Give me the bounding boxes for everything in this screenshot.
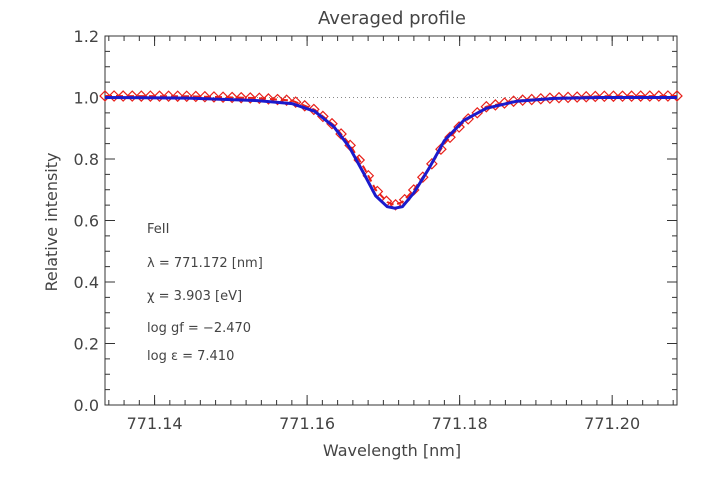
diamond-marker [507, 95, 520, 108]
diamond-marker [217, 91, 229, 104]
diamond-marker [444, 131, 456, 144]
diamond-marker [108, 90, 120, 102]
y-tick-label: 0.6 [74, 212, 99, 231]
diamond-marker [389, 198, 402, 211]
diamond-marker [562, 91, 574, 104]
y-axis-label: Relative intensity [42, 153, 61, 292]
diamond-marker [534, 92, 547, 105]
diamond-marker [289, 96, 302, 108]
diamond-marker [226, 91, 238, 104]
diamond-marker [571, 91, 583, 103]
diamond-marker [625, 90, 638, 102]
diamond-marker [652, 90, 665, 102]
diamond-marker [253, 92, 266, 105]
diamond-marker [235, 91, 248, 104]
diamond-markers [99, 90, 683, 211]
annotation-excitation: χ = 3.903 [eV] [147, 289, 242, 304]
diamond-marker [498, 97, 511, 109]
diamond-marker [307, 103, 320, 116]
series-layer [99, 90, 683, 211]
diamond-marker [489, 99, 502, 111]
diamond-marker [589, 90, 602, 103]
diamond-marker [607, 90, 620, 103]
diamond-marker [126, 90, 139, 102]
series-line-solid [104, 96, 677, 210]
diamond-marker [144, 90, 157, 102]
diamond-marker [280, 94, 293, 107]
annotation-element: FeII [147, 222, 169, 237]
diamond-marker [634, 90, 647, 102]
y-tick-label: 0.0 [74, 396, 99, 415]
diamond-marker [99, 90, 111, 102]
series-line-dashed [104, 95, 678, 207]
diamond-marker [426, 157, 438, 170]
diamond-marker [135, 90, 148, 102]
annotation-log-epsilon: log ε = 7.410 [147, 349, 234, 364]
diamond-marker [199, 90, 211, 103]
axis-tick-labels: 0.0 0.2 0.4 0.6 0.8 1.0 1.2 771.14 771.16 771.18 7… [74, 27, 641, 433]
y-tick-label: 0.4 [74, 273, 99, 292]
diamond-marker [435, 143, 447, 156]
diamond-marker [153, 90, 166, 103]
line-info-annotations: FeII λ = 771.172 [nm] χ = 3.903 [eV] log… [147, 222, 263, 364]
diamond-marker [171, 90, 184, 103]
diamond-marker [244, 92, 257, 104]
annotation-log-gf: log gf = −2.470 [147, 321, 251, 336]
diamond-marker [598, 90, 611, 103]
diamond-marker [180, 90, 193, 103]
diamond-marker [553, 91, 565, 104]
diamond-marker [480, 100, 493, 113]
diamond-marker [662, 90, 674, 102]
y-tick-label: 1.2 [74, 27, 99, 46]
diamond-marker [643, 90, 656, 102]
diamond-marker [298, 99, 311, 112]
diamond-marker [208, 91, 220, 103]
diamond-marker [262, 93, 275, 105]
diamond-marker [117, 90, 130, 102]
x-axis-label: Wavelength [nm] [323, 441, 461, 460]
x-tick-label: 771.18 [432, 414, 488, 433]
x-tick-label: 771.14 [127, 414, 183, 433]
diamond-marker [580, 90, 593, 103]
annotation-wavelength: λ = 771.172 [nm] [147, 256, 263, 271]
diamond-marker [544, 92, 556, 105]
y-tick-label: 0.8 [74, 150, 99, 169]
x-tick-label: 771.20 [584, 414, 640, 433]
diamond-marker [671, 90, 683, 102]
diamond-marker [189, 90, 202, 103]
diamond-marker [616, 90, 629, 103]
y-tick-label: 1.0 [74, 89, 99, 108]
y-tick-label: 0.2 [74, 335, 99, 354]
diamond-marker [516, 94, 529, 107]
diamond-marker [162, 90, 175, 103]
diamond-marker [271, 93, 284, 106]
diamond-marker [453, 121, 465, 133]
diamond-marker [525, 93, 538, 106]
x-tick-label: 771.16 [279, 414, 335, 433]
chart-title: Averaged profile [318, 8, 466, 29]
